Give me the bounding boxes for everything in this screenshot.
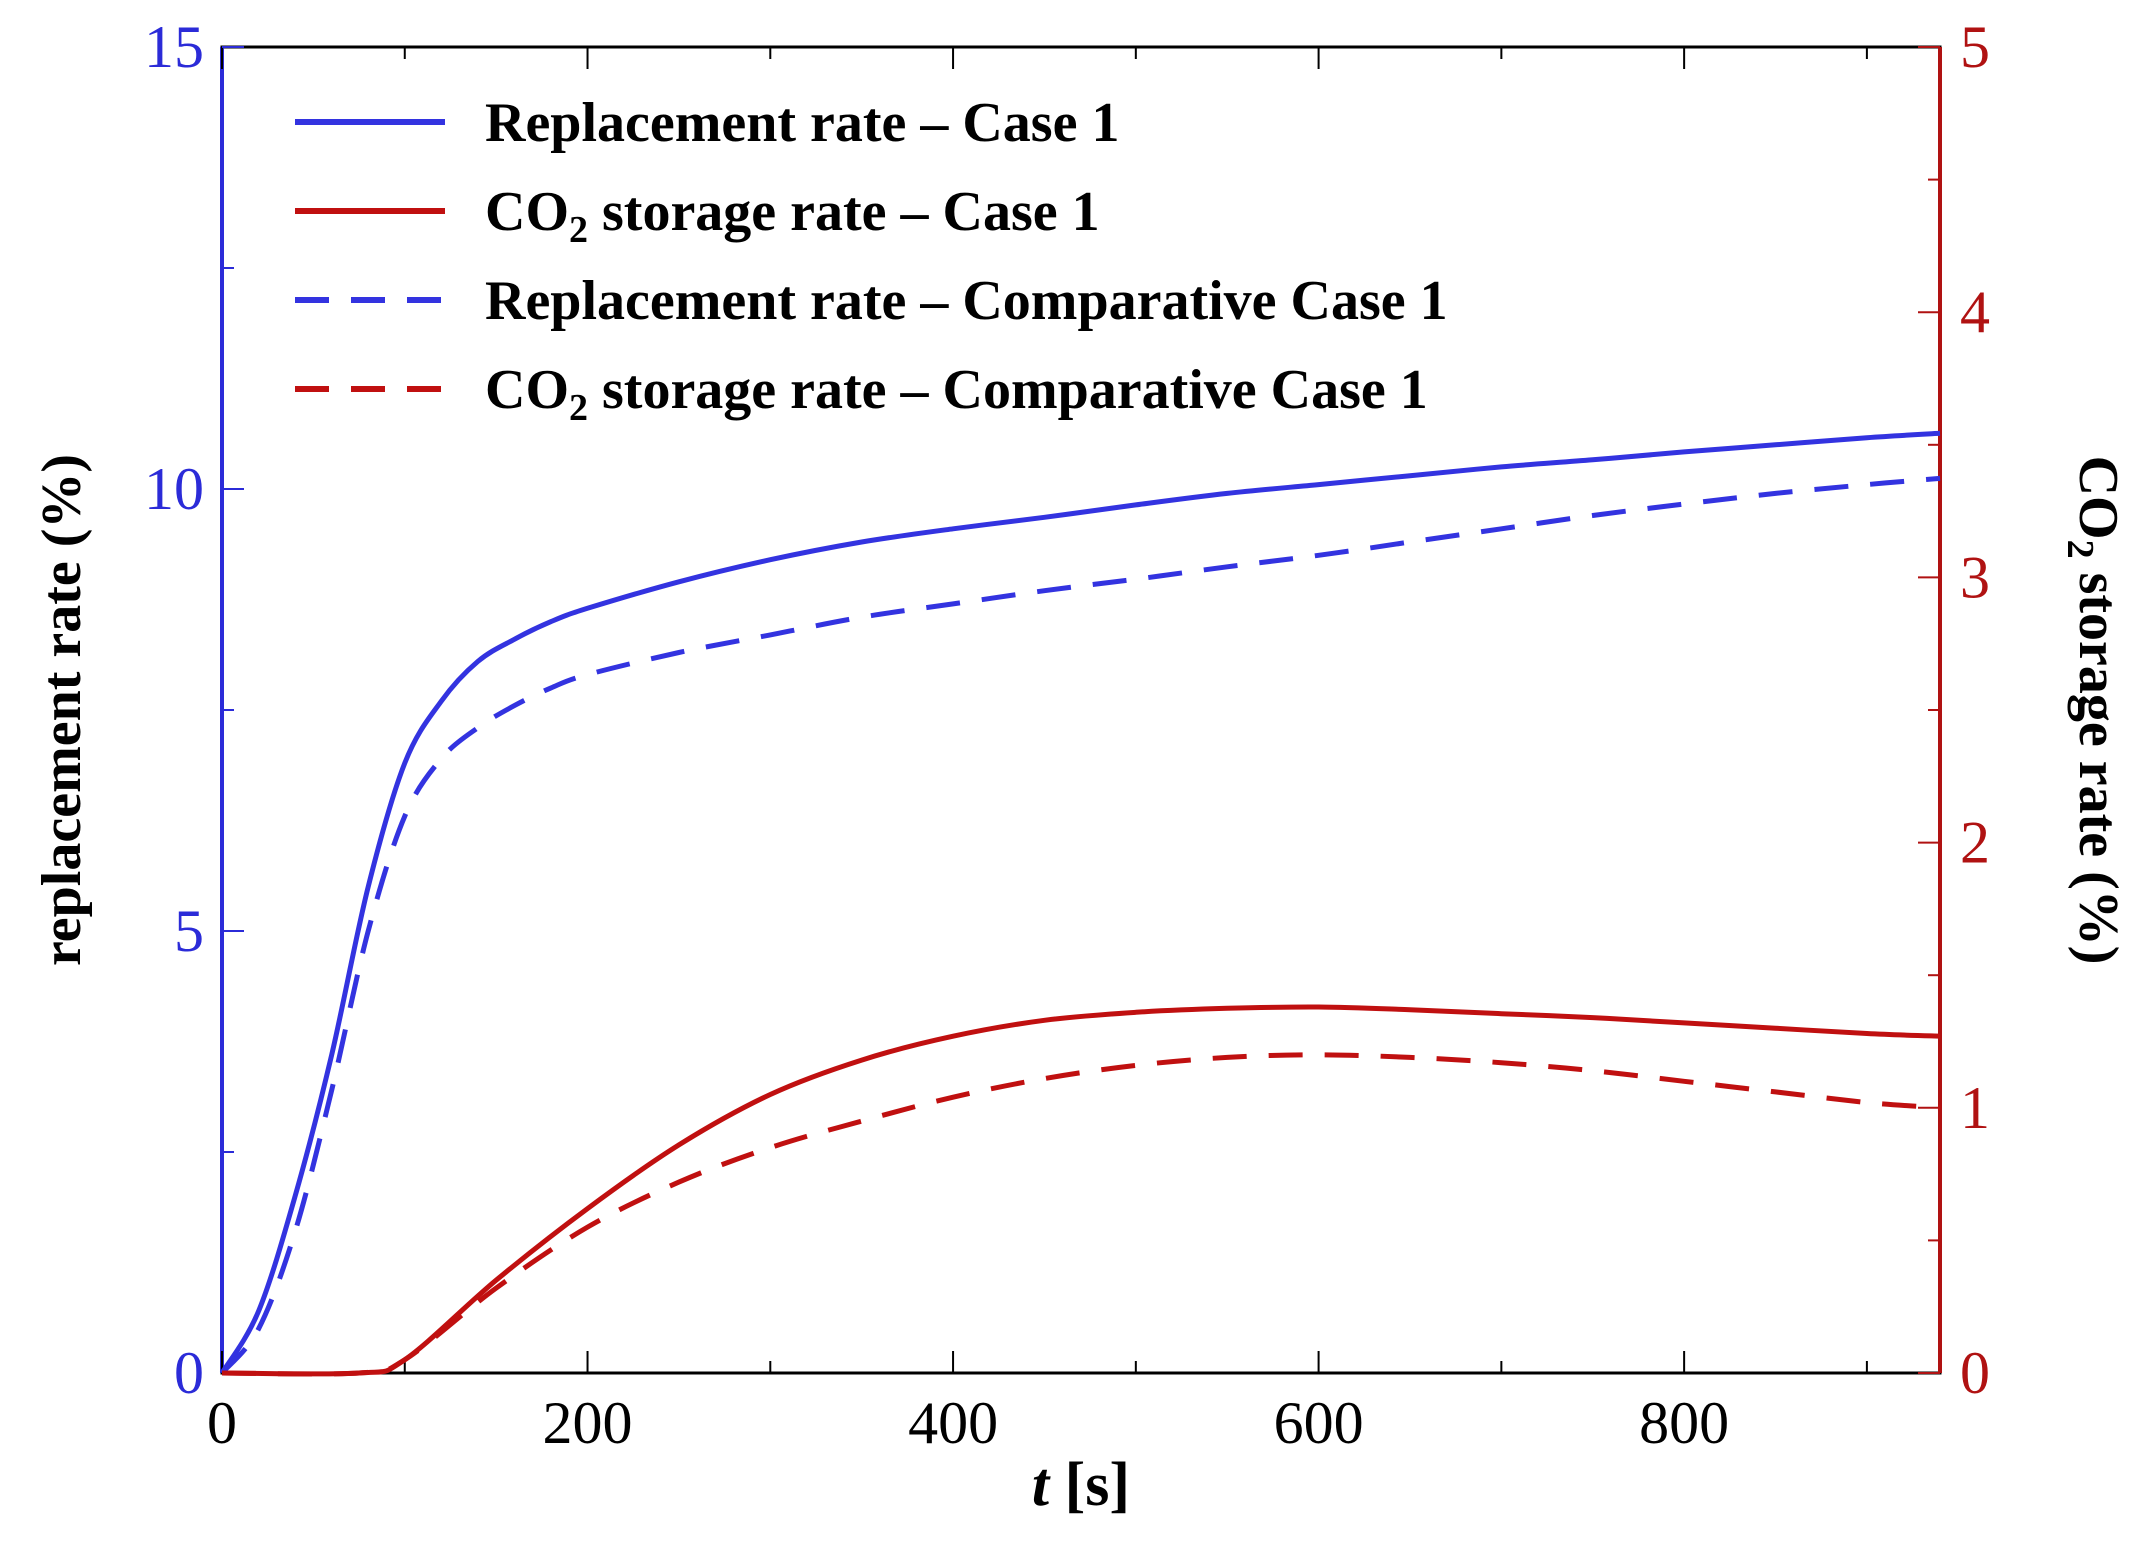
legend-label-subscript: 2 bbox=[569, 209, 588, 251]
legend-label-text: Replacement rate – Case 1 bbox=[485, 92, 1119, 154]
legend-label-suffix: storage rate – Comparative Case 1 bbox=[588, 359, 1428, 421]
y-left-tick-label: 15 bbox=[144, 14, 204, 80]
legend-label-suffix: storage rate – Case 1 bbox=[588, 181, 1100, 243]
x-axis-label-italic: t bbox=[1032, 1451, 1051, 1519]
x-tick-label: 800 bbox=[1639, 1390, 1729, 1456]
axis-ticks bbox=[221, 46, 1940, 1374]
y-right-tick-label: 2 bbox=[1960, 810, 1990, 876]
x-axis-label-unit: [s] bbox=[1049, 1451, 1130, 1519]
x-tick-label: 600 bbox=[1274, 1390, 1364, 1456]
legend-label-text: CO bbox=[485, 181, 569, 243]
legend-label-2: CO2 storage rate – Case 1 bbox=[485, 181, 1100, 251]
y-left-tick-label: 5 bbox=[174, 898, 204, 964]
y-right-tick-label: 0 bbox=[1960, 1340, 1990, 1406]
legend-label-4: CO2 storage rate – Comparative Case 1 bbox=[485, 359, 1428, 429]
legend-label-text: Replacement rate – Comparative Case 1 bbox=[485, 270, 1448, 332]
y-axis-left-label: replacement rate (%) bbox=[31, 454, 93, 966]
x-axis-label: t [s] bbox=[1032, 1451, 1130, 1519]
y-right-tick-label: 5 bbox=[1960, 14, 1990, 80]
y-left-tick-label: 10 bbox=[144, 456, 204, 522]
y-axis-right-label-suffix: storage rate (%) bbox=[2067, 559, 2129, 965]
y-axis-right-label-prefix: CO bbox=[2067, 456, 2129, 540]
x-tick-label: 200 bbox=[543, 1390, 633, 1456]
x-tick-label: 400 bbox=[908, 1390, 998, 1456]
y-right-tick-label: 4 bbox=[1960, 279, 1990, 345]
legend-label-subscript: 2 bbox=[569, 387, 588, 429]
y-left-tick-label: 0 bbox=[174, 1340, 204, 1406]
series-line-4 bbox=[221, 1052, 1941, 1377]
legend-label-3: Replacement rate – Comparative Case 1 bbox=[485, 270, 1448, 332]
x-tick-label: 0 bbox=[207, 1390, 237, 1456]
plot-frame bbox=[220, 45, 1942, 1375]
series-group bbox=[219, 430, 1941, 1377]
legend-label-1: Replacement rate – Case 1 bbox=[485, 92, 1119, 154]
series-line-3 bbox=[220, 475, 1941, 1375]
y-axis-right-label: CO2 storage rate (%) bbox=[2059, 456, 2129, 965]
series-line-1 bbox=[219, 430, 1941, 1375]
y-right-tick-label: 1 bbox=[1960, 1075, 1990, 1141]
tick-labels: 0 200 400 600 800 0 5 10 15 0 1 2 3 4 5 bbox=[144, 14, 1990, 1456]
y-axis-right-label-sub: 2 bbox=[2059, 540, 2101, 559]
series-line-2 bbox=[221, 1004, 1941, 1377]
y-right-tick-label: 3 bbox=[1960, 544, 1990, 610]
legend-label-text: CO bbox=[485, 359, 569, 421]
